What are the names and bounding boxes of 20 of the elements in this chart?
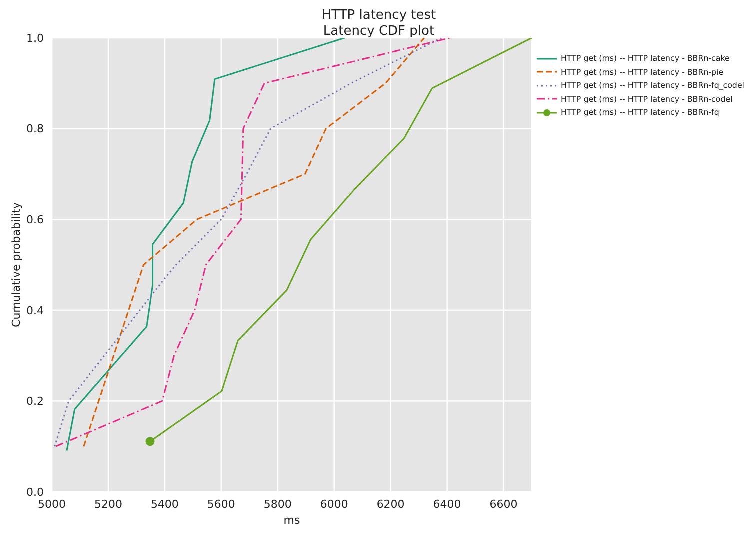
x-tick-label: 6400 — [433, 498, 462, 511]
chart-subtitle: Latency CDF plot — [323, 24, 435, 39]
y-axis-title: Cumulative probability — [10, 202, 23, 328]
x-tick-label: 5800 — [264, 498, 292, 511]
x-tick-label: 5400 — [150, 498, 179, 511]
y-tick-label: 0.6 — [26, 214, 44, 227]
y-tick-label: 0.0 — [26, 486, 44, 499]
x-tick-label: 5600 — [207, 498, 236, 511]
x-tick-label: 6600 — [490, 498, 518, 511]
x-axis-title: ms — [284, 514, 300, 527]
y-tick-label: 0.4 — [26, 304, 44, 318]
x-tick-label: 5200 — [94, 498, 122, 511]
y-tick-label: 0.8 — [26, 122, 44, 136]
y-tick-label: 0.2 — [26, 395, 44, 408]
y-tick-label: 1.0 — [26, 32, 44, 45]
chart-title: HTTP latency test — [320, 8, 438, 24]
x-tick-label: 6200 — [376, 498, 405, 511]
x-tick-label: 6000 — [320, 498, 348, 511]
line-series — [66, 38, 346, 452]
x-tick-label: 5000 — [38, 498, 66, 511]
